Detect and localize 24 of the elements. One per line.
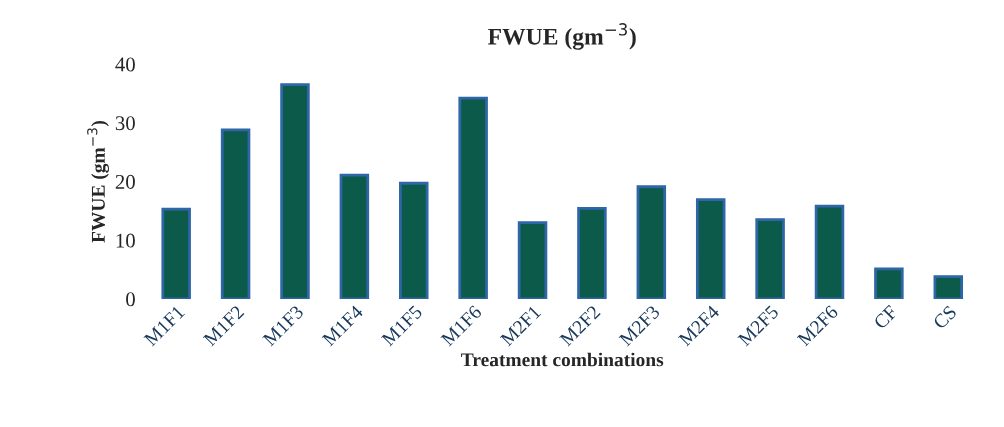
- bar: [339, 173, 370, 299]
- x-tick-label: CF: [873, 304, 899, 330]
- bar: [874, 267, 904, 299]
- bar: [220, 128, 251, 299]
- x-tick-label: CS: [932, 305, 958, 330]
- chart-title: FWUE (gm$^{−3}$): [488, 23, 636, 50]
- x-axis-title: Treatment combinations: [461, 352, 664, 367]
- bar: [517, 221, 548, 299]
- y-tick-label: 30: [115, 116, 135, 131]
- bar: [814, 204, 845, 299]
- y-axis-title: FWUE (gm$^{−3}$): [87, 120, 109, 243]
- bar: [933, 275, 964, 299]
- bar: [399, 181, 429, 299]
- bar: [755, 218, 785, 299]
- bar: [280, 83, 310, 299]
- bar: [577, 207, 607, 299]
- y-tick-label: 20: [115, 174, 135, 189]
- y-tick-label: 0: [126, 292, 135, 307]
- y-tick-label: 40: [115, 57, 135, 72]
- bar: [458, 96, 488, 299]
- bar: [161, 207, 191, 299]
- y-tick-label: 10: [116, 233, 135, 248]
- bar: [636, 185, 667, 299]
- bar: [695, 198, 726, 299]
